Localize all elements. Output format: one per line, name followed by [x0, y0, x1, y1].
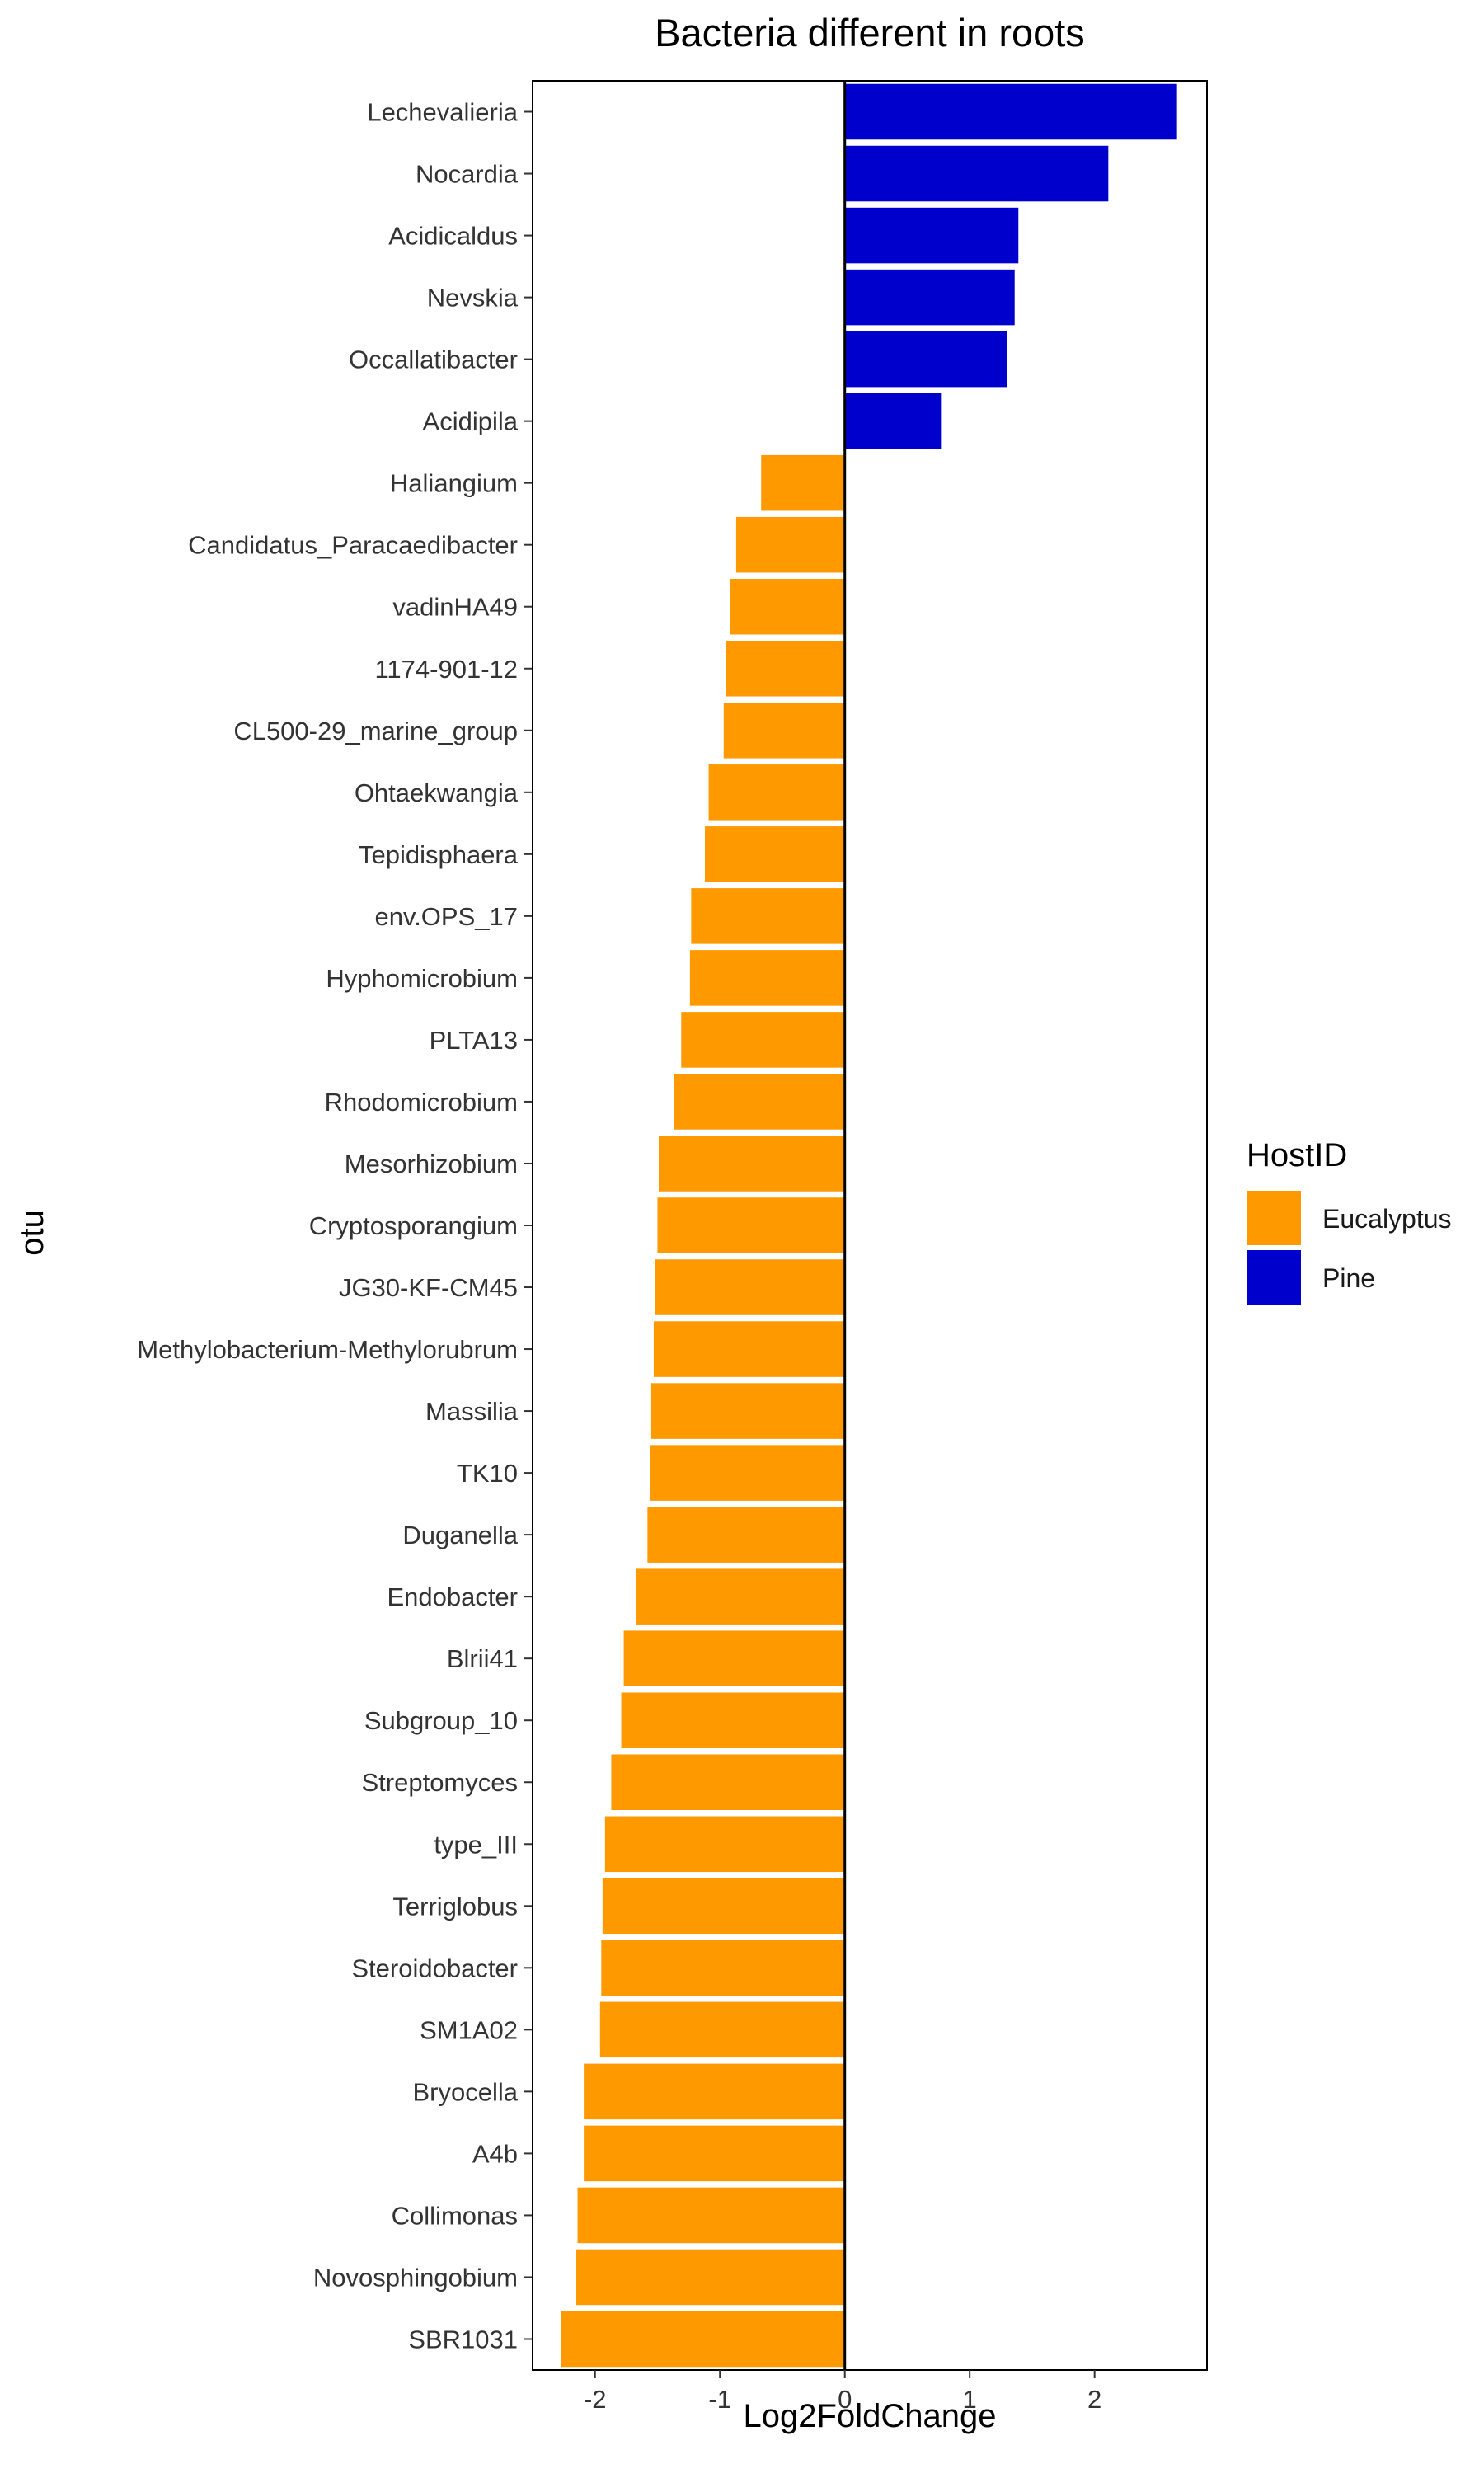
bar [561, 2311, 845, 2368]
y-tick-label: A4b [472, 2139, 518, 2168]
y-tick-label: Acidicaldus [388, 222, 518, 251]
x-tick-label: -1 [708, 2385, 731, 2414]
bar [735, 516, 845, 573]
bar [844, 83, 1177, 140]
bar [844, 145, 1109, 202]
y-tick-label: env.OPS_17 [375, 902, 518, 931]
bar [844, 393, 942, 449]
bar [602, 1878, 845, 1935]
y-tick-label: type_III [434, 1830, 518, 1859]
bar [691, 888, 845, 944]
x-tick-label: 1 [963, 2385, 977, 2414]
bar [653, 1321, 845, 1377]
bar [599, 2001, 845, 2058]
bar [689, 950, 845, 1006]
y-tick-label: Subgroup_10 [364, 1706, 518, 1735]
y-tick-label: Ohtaekwangia [355, 778, 519, 807]
legend-title: HostID [1247, 1137, 1347, 1173]
y-tick-label: Duganella [402, 1521, 518, 1549]
bar [577, 2187, 845, 2244]
y-tick-label: Nocardia [416, 160, 519, 189]
legend-swatch [1247, 1191, 1301, 1245]
bar [650, 1383, 845, 1439]
y-tick-label: Bryocella [413, 2077, 519, 2106]
legend: HostID Eucalyptus Pine [1247, 1137, 1452, 1305]
y-tick-label: vadinHA49 [392, 593, 518, 622]
bar [584, 2063, 845, 2120]
y-tick-label: JG30-KF-CM45 [339, 1273, 518, 1302]
y-tick-label: Rhodomicrobium [325, 1088, 518, 1117]
y-tick-label: Methylobacterium-Methylorubrum [137, 1335, 518, 1364]
y-tick-label: SBR1031 [408, 2325, 518, 2353]
bar [705, 826, 845, 882]
y-tick-label: Occallatibacter [349, 346, 518, 374]
y-tick-label: Endobacter [387, 1582, 518, 1611]
bar [723, 703, 845, 759]
bar [844, 331, 1007, 388]
y-tick-label: Acidipila [423, 407, 519, 436]
legend-swatch [1247, 1250, 1301, 1305]
y-tick-label: Blrii41 [447, 1644, 518, 1673]
panel-border [532, 80, 1208, 2371]
y-tick-label: Steroidobacter [351, 1954, 518, 1982]
legend-label: Pine [1322, 1263, 1375, 1293]
bar [658, 1136, 845, 1192]
y-tick-label: PLTA13 [430, 1026, 518, 1055]
bar [650, 1445, 845, 1501]
y-tick-label: Novosphingobium [313, 2263, 518, 2292]
legend-label: Eucalyptus [1322, 1204, 1452, 1234]
y-tick-label: Haliangium [390, 469, 518, 498]
bar [844, 207, 1019, 264]
y-tick-label: 1174-901-12 [374, 655, 518, 684]
y-tick-label: SM1A02 [420, 2015, 518, 2044]
bar [604, 1816, 845, 1873]
y-tick-label: Candidatus_Paracaedibacter [188, 531, 518, 560]
y-tick-label: Lechevalieria [367, 98, 518, 127]
bar [655, 1259, 845, 1315]
bar [601, 1940, 845, 1996]
bar [844, 269, 1015, 326]
y-tick-label: Tepidisphaera [359, 840, 519, 869]
bar [674, 1074, 845, 1130]
bar [730, 578, 845, 635]
y-tick-label: Collimonas [392, 2201, 518, 2230]
bar [576, 2249, 845, 2306]
bar [657, 1197, 845, 1253]
bar [584, 2125, 845, 2182]
chart-title: Bacteria different in roots [655, 11, 1085, 54]
bar [647, 1507, 845, 1563]
y-tick-label: TK10 [457, 1459, 518, 1488]
bars-layer [561, 83, 1177, 2368]
y-tick-label: CL500-29_marine_group [233, 717, 518, 745]
bar [708, 764, 845, 821]
y-tick-label: Terriglobus [392, 1892, 518, 1921]
y-tick-label: Mesorhizobium [345, 1150, 518, 1178]
bar [623, 1630, 845, 1686]
bar [726, 640, 845, 697]
y-axis-title: otu [14, 1210, 50, 1256]
bar [621, 1692, 845, 1748]
x-tick-label: 2 [1087, 2385, 1101, 2414]
y-tick-label: Nevskia [427, 284, 519, 313]
y-tick-label: Hyphomicrobium [326, 964, 518, 993]
y-tick-label: Streptomyces [361, 1768, 518, 1797]
bar [636, 1568, 845, 1625]
axes-layer: Lechevalieria Nocardia Acidicaldus Nevskia O… [137, 80, 1208, 2414]
x-tick-label: -2 [584, 2385, 607, 2414]
y-tick-label: Massilia [425, 1397, 519, 1426]
bar [681, 1012, 845, 1068]
x-tick-label: 0 [838, 2385, 852, 2414]
bar [761, 454, 845, 511]
bar [611, 1754, 845, 1811]
y-tick-label: Cryptosporangium [309, 1211, 518, 1240]
x-axis-title: Log2FoldChange [744, 2398, 997, 2434]
